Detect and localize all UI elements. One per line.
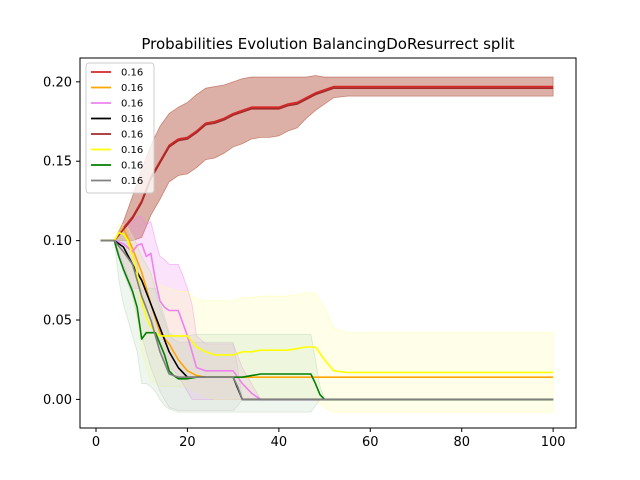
series-6-line [100, 231, 554, 374]
legend: 0.16 0.16 0.16 0.16 0.16 0.16 0.16 0.16 [85, 62, 155, 194]
series-3-line [100, 239, 554, 401]
y-tick-label: 0.10 [43, 234, 72, 249]
legend-label: 0.16 [121, 114, 143, 125]
legend-label: 0.16 [121, 68, 143, 79]
x-tick-label: 0 [92, 435, 100, 450]
x-tick-label: 40 [271, 435, 288, 450]
y-tick-label: 0.00 [43, 393, 72, 408]
x-tick-label: 60 [362, 435, 379, 450]
series-7-band [100, 232, 554, 413]
x-tick-label: 100 [541, 435, 566, 450]
legend-label: 0.16 [121, 130, 143, 141]
series-8-line [100, 239, 554, 401]
y-tick-label: 0.15 [43, 155, 72, 170]
y-tick-label: 0.20 [43, 75, 72, 90]
legend-label: 0.16 [121, 176, 143, 187]
plot-frame [79, 57, 577, 429]
legend-label: 0.16 [121, 145, 143, 156]
legend-label: 0.16 [121, 99, 143, 110]
legend-label: 0.16 [121, 161, 143, 172]
x-tick-label: 80 [453, 435, 470, 450]
axes: 0 20 40 60 80 100 0.00 0.05 0.10 0.15 0.20 [43, 75, 566, 450]
legend-box [85, 62, 155, 194]
y-tick-label: 0.05 [43, 314, 72, 329]
x-tick-label: 20 [179, 435, 196, 450]
legend-label: 0.16 [121, 83, 143, 94]
chart-title: Probabilities Evolution BalancingDoResur… [141, 35, 514, 53]
